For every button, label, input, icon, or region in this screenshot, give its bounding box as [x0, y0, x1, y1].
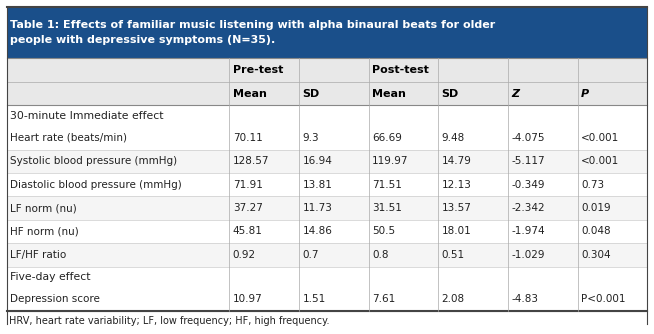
Text: 128.57: 128.57 [233, 156, 269, 166]
Text: Post-test: Post-test [372, 65, 429, 75]
Text: 0.8: 0.8 [372, 250, 388, 260]
Text: 13.57: 13.57 [441, 203, 472, 213]
Text: 11.73: 11.73 [302, 203, 332, 213]
Text: 71.51: 71.51 [372, 180, 402, 190]
Bar [7, 7, 647, 58]
Text: HF norm (nu): HF norm (nu) [10, 226, 78, 236]
Text: 9.48: 9.48 [441, 133, 465, 143]
Text: 0.048: 0.048 [581, 226, 611, 236]
Text: 1.51: 1.51 [302, 294, 326, 304]
Text: Diastolic blood pressure (mmHg): Diastolic blood pressure (mmHg) [10, 180, 182, 190]
Text: P: P [581, 89, 589, 99]
Bar [7, 150, 647, 173]
Text: 50.5: 50.5 [372, 226, 395, 236]
Text: 0.019: 0.019 [581, 203, 611, 213]
Text: 71.91: 71.91 [233, 180, 263, 190]
Text: 0.304: 0.304 [581, 250, 611, 260]
Text: 0.73: 0.73 [581, 180, 604, 190]
Text: 9.3: 9.3 [302, 133, 319, 143]
Text: -1.029: -1.029 [511, 250, 545, 260]
Text: Table 1: Effects of familiar music listening with alpha binaural beats for older: Table 1: Effects of familiar music liste… [10, 20, 495, 30]
Text: -5.117: -5.117 [511, 156, 545, 166]
Text: 0.7: 0.7 [302, 250, 319, 260]
Text: -1.974: -1.974 [511, 226, 545, 236]
Text: 45.81: 45.81 [233, 226, 263, 236]
Text: LF/HF ratio: LF/HF ratio [10, 250, 66, 260]
Text: 119.97: 119.97 [372, 156, 409, 166]
Text: Depression score: Depression score [10, 294, 99, 304]
Text: 0.51: 0.51 [441, 250, 465, 260]
Text: -4.83: -4.83 [511, 294, 538, 304]
Text: 66.69: 66.69 [372, 133, 402, 143]
Text: <0.001: <0.001 [581, 133, 619, 143]
Text: 13.81: 13.81 [302, 180, 332, 190]
Text: 14.86: 14.86 [302, 226, 332, 236]
Bar [7, 58, 647, 82]
Bar [7, 82, 647, 105]
Text: -4.075: -4.075 [511, 133, 545, 143]
Bar [7, 267, 647, 288]
Text: 16.94: 16.94 [302, 156, 332, 166]
Text: Z: Z [511, 89, 519, 99]
Bar [7, 311, 647, 330]
Text: 30-minute Immediate effect: 30-minute Immediate effect [10, 111, 164, 121]
Text: Mean: Mean [372, 89, 406, 99]
Bar [7, 105, 647, 126]
Text: HRV, heart rate variability; LF, low frequency; HF, high frequency.: HRV, heart rate variability; LF, low fre… [9, 316, 329, 326]
Text: LF norm (nu): LF norm (nu) [10, 203, 77, 213]
Text: 7.61: 7.61 [372, 294, 395, 304]
Text: 70.11: 70.11 [233, 133, 262, 143]
Bar [7, 220, 647, 243]
Text: people with depressive symptoms (N=35).: people with depressive symptoms (N=35). [10, 35, 275, 45]
Text: 12.13: 12.13 [441, 180, 472, 190]
Bar [7, 126, 647, 150]
Text: Pre-test: Pre-test [233, 65, 283, 75]
Text: 37.27: 37.27 [233, 203, 263, 213]
Text: Systolic blood pressure (mmHg): Systolic blood pressure (mmHg) [10, 156, 177, 166]
Bar [7, 288, 647, 311]
Bar [7, 173, 647, 196]
Text: 0.92: 0.92 [233, 250, 256, 260]
Text: -0.349: -0.349 [511, 180, 545, 190]
Bar [7, 243, 647, 267]
Text: Five-day effect: Five-day effect [10, 272, 90, 282]
Bar [7, 196, 647, 220]
Text: Mean: Mean [233, 89, 267, 99]
Text: Heart rate (beats/min): Heart rate (beats/min) [10, 133, 127, 143]
Text: P<0.001: P<0.001 [581, 294, 626, 304]
Text: 14.79: 14.79 [441, 156, 472, 166]
Text: 31.51: 31.51 [372, 203, 402, 213]
Text: SD: SD [302, 89, 320, 99]
Text: 2.08: 2.08 [441, 294, 465, 304]
Text: 10.97: 10.97 [233, 294, 262, 304]
Text: SD: SD [441, 89, 459, 99]
Text: 18.01: 18.01 [441, 226, 472, 236]
Text: -2.342: -2.342 [511, 203, 545, 213]
Text: <0.001: <0.001 [581, 156, 619, 166]
